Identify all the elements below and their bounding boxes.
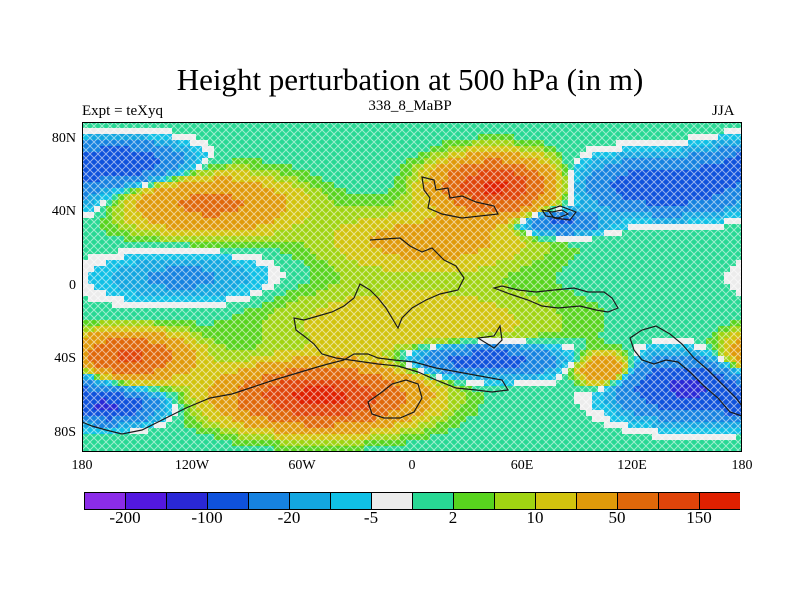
lon-tick-label: 60E [510, 458, 534, 473]
lon-tick-label: 180 [731, 458, 753, 473]
lon-tick-label: 0 [408, 458, 416, 473]
lat-tick-label: 40S [54, 351, 76, 366]
lat-tick-label: 80N [51, 131, 76, 146]
experiment-label: Expt = teXyq [82, 103, 163, 119]
contour-map [82, 122, 742, 452]
map-title: Height perturbation at 500 hPa (in m) [176, 62, 644, 97]
lat-tick-label: 80S [54, 425, 76, 440]
lat-tick-label: 0 [69, 278, 76, 293]
lon-tick-label: 180 [71, 458, 93, 473]
map-subtitle: 338_8_MaBP [368, 98, 452, 114]
season-label: JJA [712, 103, 735, 119]
lat-tick-label: 40N [51, 204, 76, 219]
lon-tick-label: 120E [617, 458, 647, 473]
lon-tick-label: 60W [288, 458, 316, 473]
lon-tick-label: 120W [174, 458, 210, 473]
